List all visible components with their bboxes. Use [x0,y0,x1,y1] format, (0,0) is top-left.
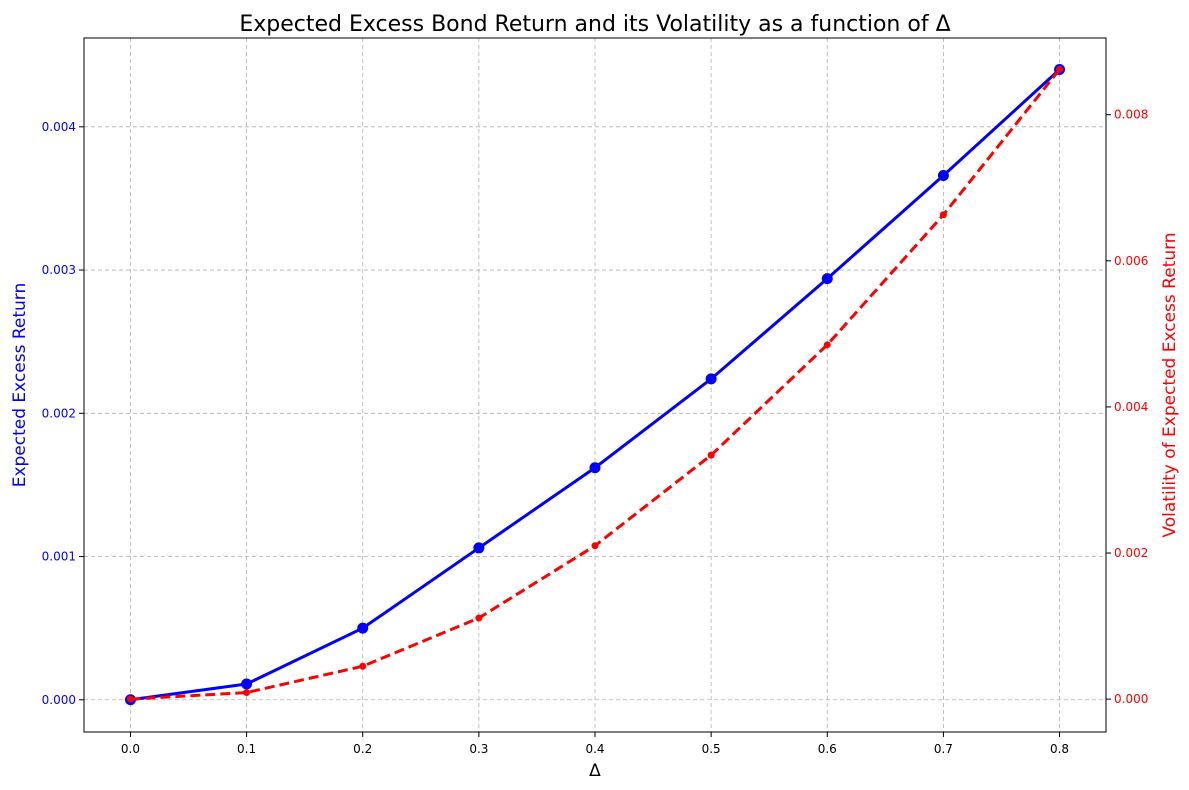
series-2-point [126,695,134,703]
left-axis-ticks: 0.000 0.001 0.002 0.003 0.004 [42,120,84,707]
series-2-point [591,542,599,550]
series-2-point [359,662,367,670]
x-tick-label: 0.7 [934,742,953,756]
x-tick-label: 0.4 [585,742,604,756]
right-tick-label: 0.006 [1114,254,1148,268]
left-tick-label: 0.003 [42,263,76,277]
grid-lines [84,38,1106,732]
x-tick-label: 0.1 [237,742,256,756]
right-tick-label: 0.008 [1114,108,1148,122]
x-tick-label: 0.5 [702,742,721,756]
series-1-point [937,170,949,182]
series-2-point [707,451,715,459]
series-1-point [589,462,601,474]
x-tick-label: 0.3 [469,742,488,756]
x-axis-ticks: 0.0 0.1 0.2 0.3 0.4 0.5 0.6 0.7 0.8 [121,732,1069,756]
series-2-point [243,689,251,697]
series-2-point [823,341,831,349]
series-2-point [1056,65,1064,73]
right-tick-label: 0.002 [1114,546,1148,560]
series-1-point [821,273,833,285]
left-tick-label: 0.002 [42,406,76,420]
series-1-point [473,542,485,554]
left-tick-label: 0.004 [42,120,76,134]
left-axis-label: Expected Excess Return [10,283,30,488]
x-tick-label: 0.8 [1050,742,1069,756]
right-axis-ticks: 0.000 0.002 0.004 0.006 0.008 [1106,108,1148,706]
x-axis-label: Δ [589,761,601,781]
series-1-point [241,678,253,690]
right-axis-label: Volatility of Expected Excess Return [1160,232,1180,537]
x-tick-label: 0.6 [818,742,837,756]
series-2-point [939,211,947,219]
x-tick-label: 0.2 [353,742,372,756]
series-2-point [475,614,483,622]
right-tick-label: 0.000 [1114,692,1148,706]
series-1-point [705,373,717,385]
left-tick-label: 0.001 [42,550,76,564]
right-tick-label: 0.004 [1114,400,1148,414]
left-tick-label: 0.000 [42,693,76,707]
x-tick-label: 0.0 [121,742,140,756]
chart-title: Expected Excess Bond Return and its Vola… [239,12,950,37]
series-1-point [357,622,369,634]
series-group [124,64,1066,706]
